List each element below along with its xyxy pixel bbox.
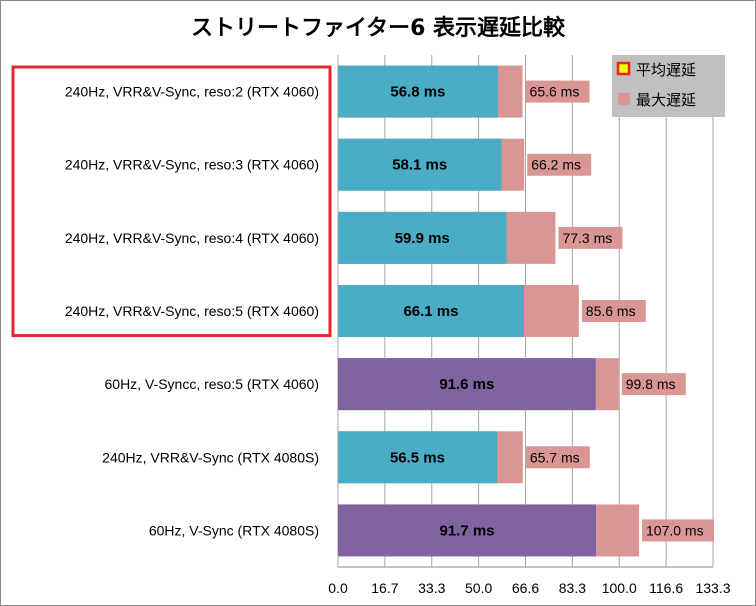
x-tick-label: 50.0 — [465, 580, 492, 596]
max-latency-label-bg — [525, 446, 590, 469]
max-latency-label-bg — [525, 80, 590, 103]
category-label: 60Hz, V-Syncc, reso:5 (RTX 4060) — [105, 376, 320, 392]
category-label: 60Hz, V-Sync (RTX 4080S) — [149, 522, 319, 538]
max-latency-label: 65.7 ms — [530, 449, 580, 465]
avg-latency-label: 66.1 ms — [403, 303, 458, 320]
max-latency-label: 77.3 ms — [562, 230, 612, 246]
avg-latency-label: 56.5 ms — [390, 449, 445, 466]
avg-latency-label: 58.1 ms — [392, 157, 447, 174]
avg-latency-bar — [338, 285, 524, 337]
max-latency-label: 107.0 ms — [646, 522, 704, 538]
category-label: 240Hz, VRR&V-Sync, reso:5 (RTX 4060) — [65, 303, 319, 319]
avg-latency-label: 91.6 ms — [439, 376, 494, 393]
avg-latency-bar — [338, 138, 502, 191]
highlight-box — [11, 65, 332, 338]
avg-latency-bar — [338, 504, 596, 557]
max-latency-label: 65.6 ms — [530, 84, 580, 100]
avg-latency-label: 59.9 ms — [395, 230, 450, 247]
avg-latency-bar — [338, 358, 596, 411]
category-label: 240Hz, VRR&V-Sync, reso:2 (RTX 4060) — [65, 84, 319, 100]
max-latency-label: 85.6 ms — [586, 303, 636, 319]
x-tick-label: 33.3 — [418, 580, 445, 596]
max-latency-label-bg — [558, 226, 623, 249]
x-tick-label: 66.6 — [512, 580, 539, 596]
max-latency-label-bg — [621, 373, 686, 396]
avg-latency-label: 91.7 ms — [439, 522, 494, 539]
avg-latency-label: 56.8 ms — [390, 84, 445, 101]
legend-box — [612, 55, 725, 117]
category-label: 240Hz, VRR&V-Sync, reso:4 (RTX 4060) — [65, 230, 319, 246]
legend-marker-max — [618, 93, 630, 105]
max-latency-label-bg — [527, 153, 592, 176]
x-tick-label: 0.0 — [328, 580, 348, 596]
max-latency-label: 66.2 ms — [531, 157, 581, 173]
x-tick-label: 83.3 — [559, 580, 586, 596]
avg-latency-bar — [338, 431, 497, 484]
category-label: 240Hz, VRR&V-Sync (RTX 4080S) — [102, 449, 319, 465]
legend-marker-avg — [616, 61, 631, 76]
avg-latency-bar — [338, 65, 498, 118]
category-label: 240Hz, VRR&V-Sync, reso:3 (RTX 4060) — [65, 157, 319, 173]
avg-latency-bar — [338, 211, 507, 264]
max-latency-label-bg — [642, 519, 715, 542]
legend-label-avg: 平均遅延 — [636, 61, 696, 79]
legend-label-max: 最大遅延 — [636, 91, 696, 109]
chart-title: ストリートファイター6 表示遅延比較 — [191, 15, 566, 41]
max-latency-label-bg — [581, 300, 646, 322]
x-tick-label: 116.6 — [649, 580, 683, 596]
x-tick-label: 100.0 — [602, 580, 637, 596]
x-tick-label: 16.7 — [371, 580, 398, 596]
x-tick-label: 133.3 — [695, 580, 730, 596]
max-latency-label: 99.8 ms — [626, 376, 676, 392]
